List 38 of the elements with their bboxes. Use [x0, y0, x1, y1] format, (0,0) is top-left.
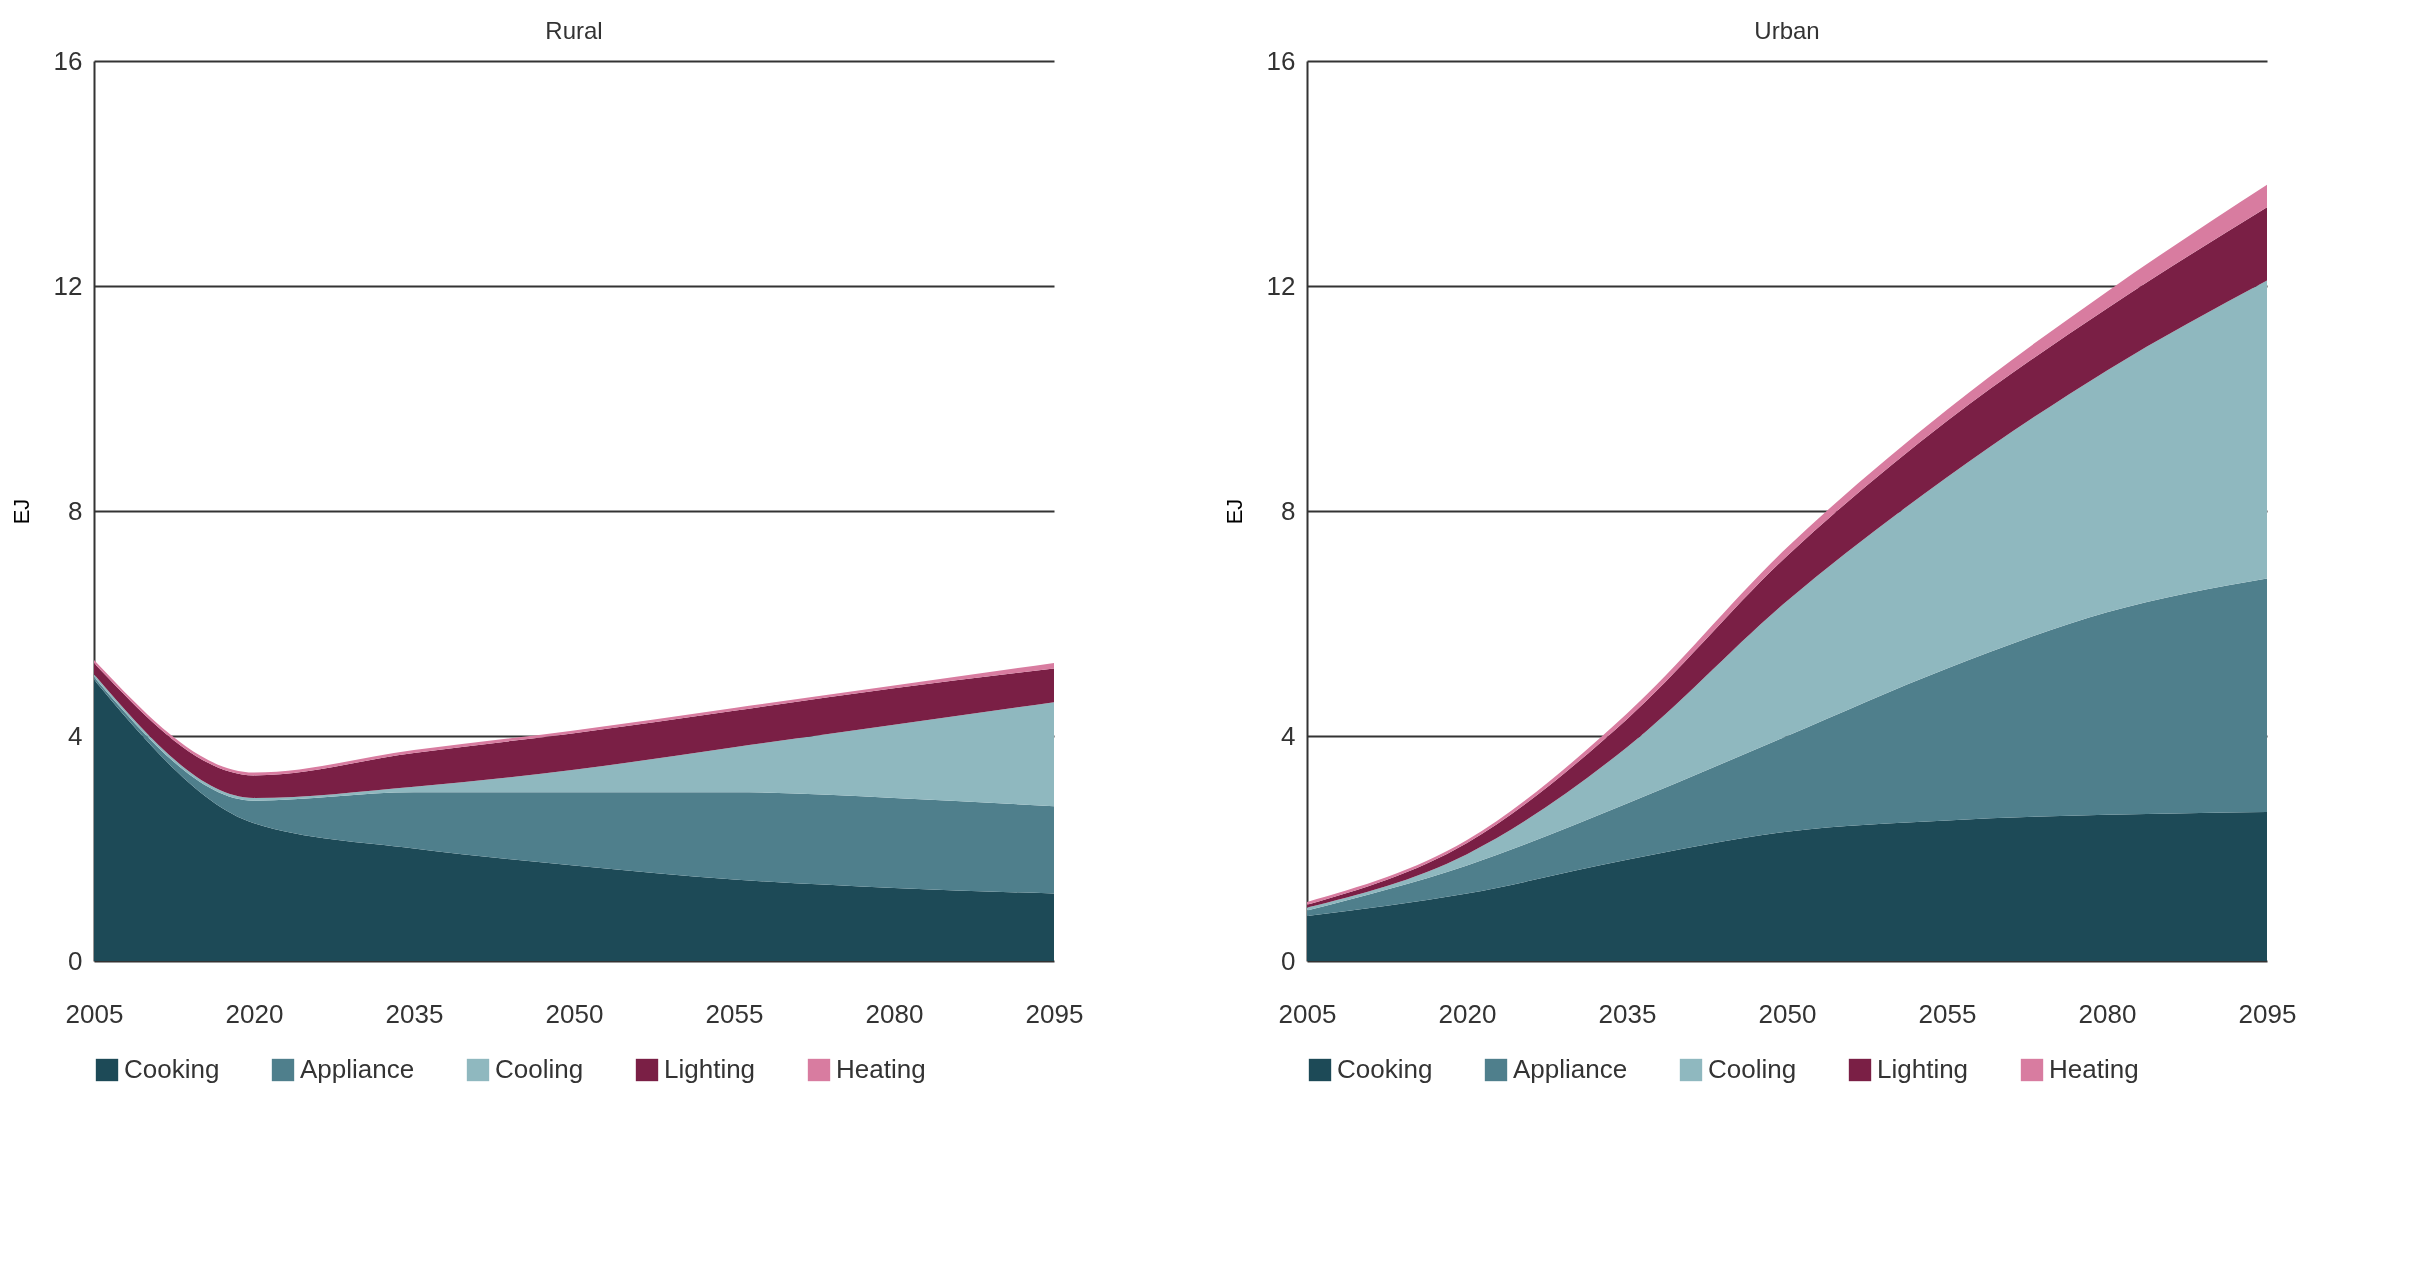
legend-label: Cooking: [124, 1054, 220, 1084]
x-tick-label: 2050: [545, 998, 604, 1029]
x-tick-label: 2055: [705, 998, 764, 1029]
chart-title: Urban: [1754, 17, 1820, 44]
legend-label: Lighting: [664, 1054, 756, 1084]
y-tick-label: 4: [1281, 720, 1296, 751]
legend-label: Cooling: [495, 1054, 584, 1084]
y-tick-label: 12: [53, 270, 83, 301]
x-tick-label: 2035: [1598, 998, 1657, 1029]
legend-label: Appliance: [1513, 1054, 1628, 1084]
y-tick-label: 8: [68, 495, 83, 526]
chart-title: Rural: [545, 17, 603, 44]
legend-label: Heating: [2049, 1054, 2139, 1084]
x-tick-label: 2080: [2078, 998, 2137, 1029]
y-tick-label: 0: [1281, 945, 1296, 976]
x-tick-label: 2095: [1025, 998, 1084, 1029]
x-tick-label: 2035: [385, 998, 444, 1029]
legend-label: Appliance: [300, 1054, 415, 1084]
y-tick-label: 8: [1281, 495, 1296, 526]
legend-label: Lighting: [1877, 1054, 1969, 1084]
x-tick-label: 2050: [1758, 998, 1817, 1029]
y-axis-title: EJ: [8, 498, 34, 525]
y-tick-label: 16: [53, 45, 83, 76]
x-tick-label: 2005: [1278, 998, 1337, 1029]
y-tick-label: 4: [68, 720, 83, 751]
legend-label: Heating: [836, 1054, 926, 1084]
y-tick-label: 0: [68, 945, 83, 976]
x-tick-label: 2080: [865, 998, 924, 1029]
x-tick-label: 2005: [65, 998, 124, 1029]
x-tick-label: 2020: [1438, 998, 1497, 1029]
legend-label: Cooking: [1337, 1054, 1433, 1084]
x-tick-label: 2095: [2238, 998, 2297, 1029]
y-axis-title: EJ: [1221, 498, 1247, 525]
x-tick-label: 2020: [225, 998, 284, 1029]
x-tick-label: 2055: [1918, 998, 1977, 1029]
y-tick-label: 12: [1266, 270, 1296, 301]
legend-label: Cooling: [1708, 1054, 1797, 1084]
y-tick-label: 16: [1266, 45, 1296, 76]
